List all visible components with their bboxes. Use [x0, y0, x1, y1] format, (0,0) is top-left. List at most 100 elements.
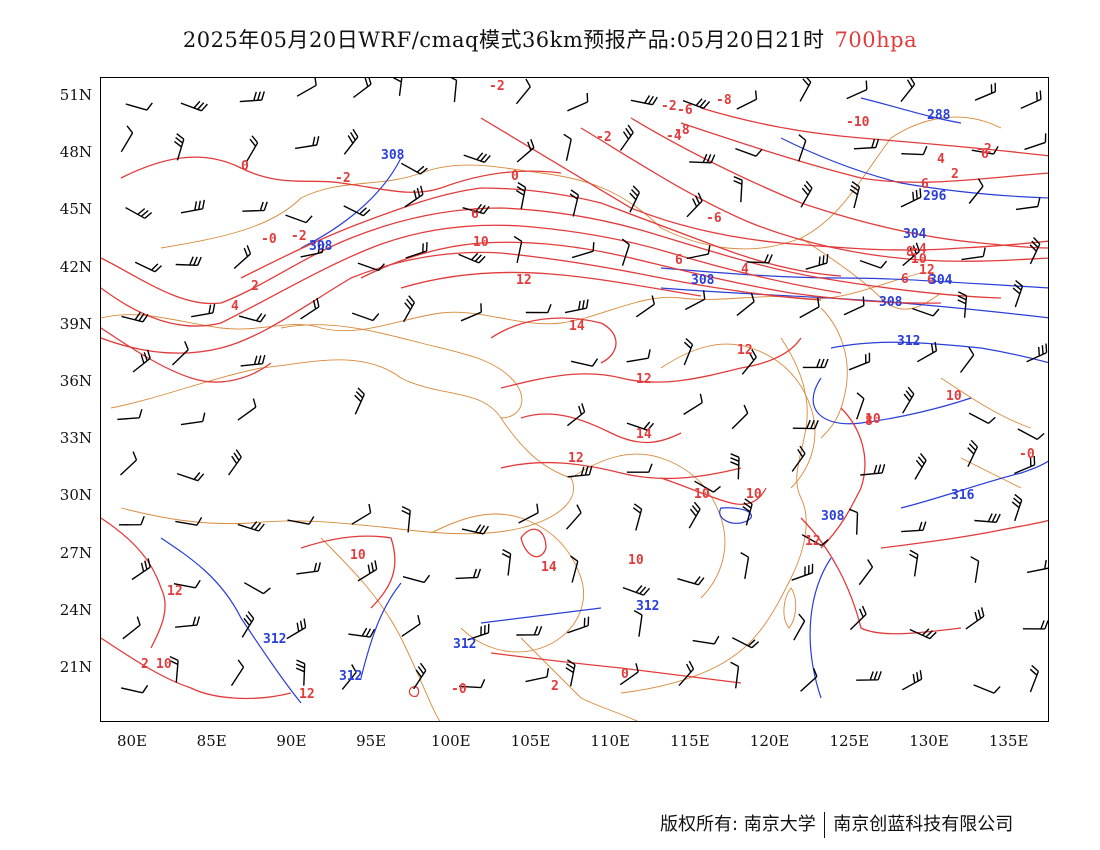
wind-barb — [1020, 90, 1042, 110]
wind-barb — [462, 203, 490, 215]
wind-barb — [901, 521, 927, 533]
height-label: 308 — [879, 295, 903, 310]
temperature-label: -8 — [716, 93, 732, 108]
wind-barb — [401, 614, 421, 637]
wind-barb — [173, 133, 185, 161]
temperature-label: 2 — [251, 279, 259, 294]
central-region-2 — [660, 343, 816, 489]
wind-barb — [686, 192, 703, 218]
wind-barb — [351, 503, 372, 525]
boundaries — [101, 116, 1032, 721]
temperature-label: -2 — [661, 99, 677, 114]
wind-barb — [175, 256, 202, 266]
wind-barb — [180, 199, 205, 214]
temperature-label: 12 — [805, 534, 821, 549]
temperature-label: 12 — [516, 273, 532, 288]
height-labels: 2882963043043083083083083123123123123123… — [263, 108, 975, 684]
wind-barb — [357, 560, 378, 582]
wind-barb — [736, 90, 758, 110]
wind-barbs — [117, 78, 1048, 694]
wind-barb — [515, 182, 527, 210]
height-label: 308 — [691, 273, 715, 288]
x-tick-label: 115E — [670, 732, 710, 750]
wind-barb — [730, 453, 740, 480]
y-tick-label: 30N — [59, 486, 92, 505]
wind-barb — [518, 503, 539, 524]
x-tick-label: 110E — [590, 732, 630, 750]
wind-barb — [563, 133, 572, 161]
wind-barb — [117, 408, 143, 421]
wind-barb — [121, 311, 149, 323]
temperature-label: 6 — [901, 272, 909, 287]
wind-barb — [341, 664, 357, 690]
temp-6 — [101, 224, 842, 327]
wind-barb — [849, 181, 861, 209]
temperature-label: 10 — [628, 553, 644, 568]
wind-barb — [354, 387, 365, 415]
wind-barb — [393, 78, 403, 96]
wind-barb — [175, 517, 203, 526]
wind-barb — [916, 341, 938, 363]
wind-barb — [800, 667, 818, 692]
wind-barb — [901, 146, 928, 156]
wind-barb — [458, 679, 486, 689]
wind-barb — [401, 505, 411, 533]
wind-barb — [682, 98, 711, 109]
east-coast — [620, 337, 808, 694]
wind-barb — [635, 295, 655, 318]
wind-barb — [802, 358, 829, 369]
temperature-label: 6 — [927, 273, 935, 288]
temperature-label: 8 — [865, 414, 873, 429]
wind-barb — [237, 398, 257, 421]
wind-barb — [169, 655, 179, 683]
temperature-label: 2 — [551, 679, 559, 694]
sichuan-region — [430, 513, 585, 653]
wind-barb — [731, 637, 760, 649]
wind-barb — [736, 292, 755, 316]
y-tick-label: 45N — [59, 200, 92, 219]
temp-12-j — [490, 652, 742, 684]
wind-barb — [909, 628, 937, 640]
wind-barb — [180, 412, 206, 426]
wind-barb — [1029, 664, 1040, 693]
height-304 — [660, 267, 1048, 289]
map-canvas: -2-2 -6-8-10-2 -40-0 -20-224610121412121410… — [101, 78, 1048, 721]
temperature-label: -10 — [846, 115, 870, 130]
temperature-labels: -2-2 -6-8-10-2 -40-0 -20-224610121412121410… — [141, 79, 1035, 702]
wind-barb — [849, 605, 867, 631]
x-tick-label: 85E — [196, 732, 227, 750]
temperature-label: 6 — [471, 207, 479, 222]
copyright-left: 版权所有: 南京大学 — [660, 814, 816, 835]
wind-barb — [300, 297, 320, 320]
y-tick-label: 51N — [59, 86, 92, 104]
x-tick-label: 130E — [909, 732, 949, 750]
wind-barb — [694, 480, 721, 493]
wind-barb — [731, 404, 749, 430]
wind-barb — [686, 245, 711, 260]
temp-12 — [400, 271, 702, 297]
wind-barb — [900, 188, 922, 208]
height-label: 316 — [951, 488, 975, 503]
x-tick-label: 105E — [510, 732, 551, 750]
northeast-region — [800, 237, 942, 310]
wind-barb — [801, 534, 829, 547]
temperature-label: -0 — [261, 232, 277, 247]
wind-barb — [501, 548, 512, 576]
temp-10-h — [300, 535, 396, 609]
wind-barb — [461, 524, 489, 535]
temperature-label: 4 — [231, 299, 239, 314]
temperature-label: 6 — [981, 147, 989, 162]
taiwan-island — [783, 587, 797, 629]
wind-barb — [901, 670, 923, 691]
temperature-label: 14 — [636, 427, 652, 442]
wind-barb — [570, 358, 599, 367]
wind-barb — [632, 503, 643, 531]
temperature-label: 10 — [473, 235, 489, 250]
temp-12-g — [101, 517, 166, 649]
temp-12-i — [101, 637, 292, 700]
temperature-contours — [101, 107, 1048, 700]
wind-barb — [909, 549, 919, 577]
wind-barb — [619, 663, 639, 686]
wind-barb — [678, 660, 695, 687]
wind-barb — [565, 504, 582, 530]
